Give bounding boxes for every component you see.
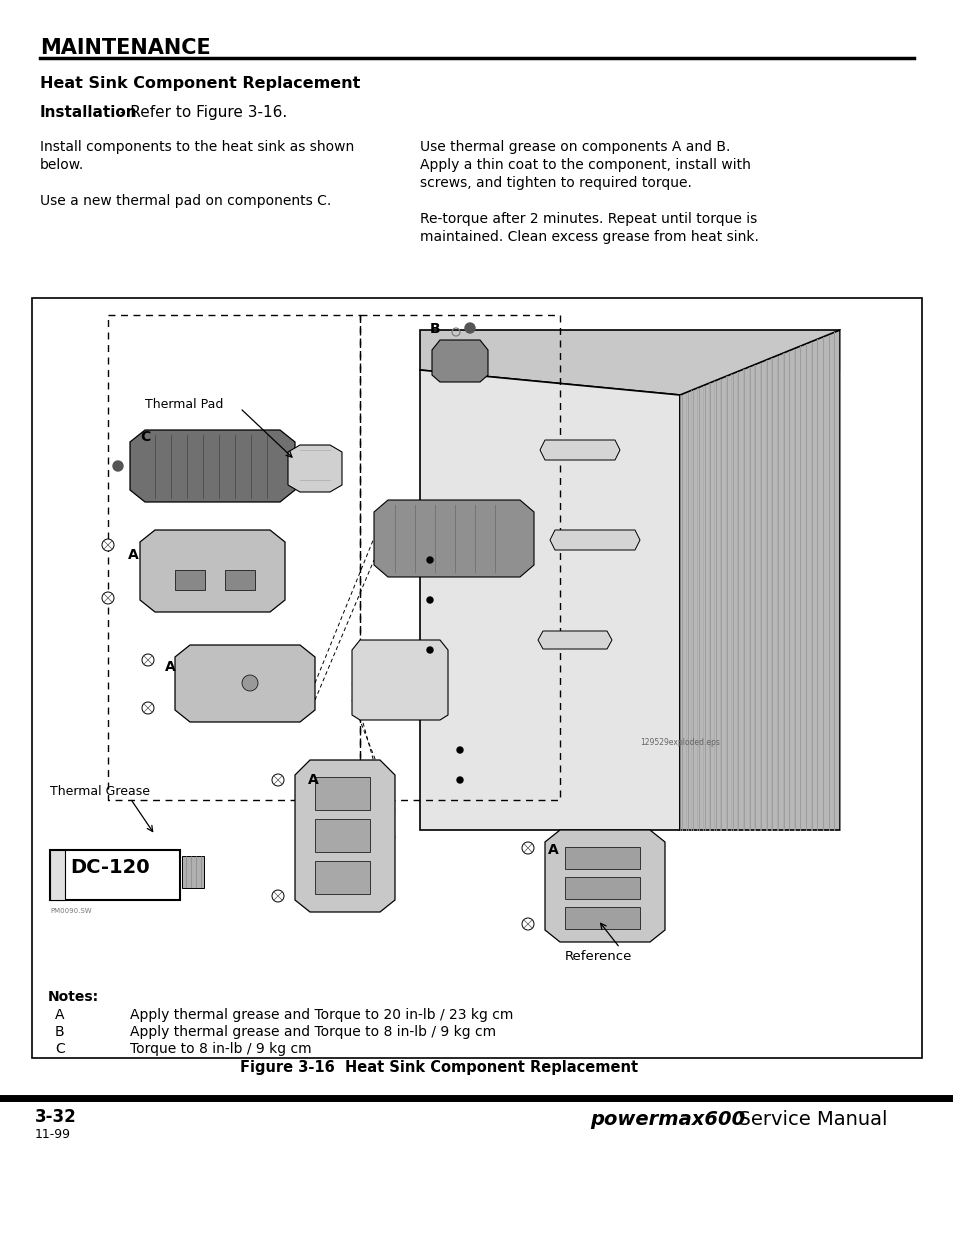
Polygon shape bbox=[174, 645, 314, 722]
Circle shape bbox=[142, 701, 153, 714]
Text: C: C bbox=[55, 1042, 65, 1056]
Circle shape bbox=[427, 647, 433, 653]
Circle shape bbox=[427, 597, 433, 603]
Bar bbox=[225, 571, 254, 590]
Polygon shape bbox=[294, 760, 395, 911]
Polygon shape bbox=[539, 440, 619, 459]
Circle shape bbox=[112, 461, 123, 471]
Circle shape bbox=[272, 890, 284, 902]
Bar bbox=[32, 298, 921, 1058]
Text: B: B bbox=[430, 322, 440, 336]
Text: Apply thermal grease and Torque to 20 in-lb / 23 kg cm: Apply thermal grease and Torque to 20 in… bbox=[130, 1008, 513, 1023]
Text: A: A bbox=[165, 659, 175, 674]
Text: A: A bbox=[308, 773, 318, 787]
Text: 11-99: 11-99 bbox=[35, 1128, 71, 1141]
Bar bbox=[314, 777, 370, 810]
Text: Install components to the heat sink as shown: Install components to the heat sink as s… bbox=[40, 140, 354, 154]
Polygon shape bbox=[550, 530, 639, 550]
Text: PM0090.SW: PM0090.SW bbox=[50, 908, 91, 914]
Text: B: B bbox=[55, 1025, 65, 1039]
Circle shape bbox=[464, 324, 475, 333]
Text: 129529exploded.eps: 129529exploded.eps bbox=[639, 739, 720, 747]
Text: DC-120: DC-120 bbox=[70, 858, 150, 877]
Polygon shape bbox=[352, 640, 448, 720]
Text: A: A bbox=[547, 844, 558, 857]
Text: Thermal Grease: Thermal Grease bbox=[50, 785, 150, 798]
Polygon shape bbox=[288, 445, 341, 492]
Circle shape bbox=[456, 747, 462, 753]
Text: Installation: Installation bbox=[40, 105, 137, 120]
Circle shape bbox=[242, 676, 257, 692]
Text: below.: below. bbox=[40, 158, 84, 172]
Polygon shape bbox=[374, 500, 534, 577]
Text: screws, and tighten to required torque.: screws, and tighten to required torque. bbox=[419, 177, 691, 190]
Text: 3-32: 3-32 bbox=[35, 1108, 76, 1126]
Text: Notes:: Notes: bbox=[48, 990, 99, 1004]
Circle shape bbox=[456, 777, 462, 783]
Polygon shape bbox=[432, 340, 488, 382]
Circle shape bbox=[102, 592, 113, 604]
Polygon shape bbox=[544, 830, 664, 942]
Text: Reference: Reference bbox=[564, 950, 632, 963]
Circle shape bbox=[102, 538, 113, 551]
Polygon shape bbox=[419, 370, 679, 830]
Circle shape bbox=[521, 842, 534, 853]
Bar bbox=[50, 850, 180, 900]
Bar bbox=[564, 847, 639, 869]
Polygon shape bbox=[130, 430, 294, 501]
Text: A: A bbox=[55, 1008, 65, 1023]
Circle shape bbox=[427, 557, 433, 563]
Text: - Refer to Figure 3-16.: - Refer to Figure 3-16. bbox=[115, 105, 287, 120]
Text: A: A bbox=[128, 548, 138, 562]
Circle shape bbox=[272, 774, 284, 785]
Text: maintained. Clean excess grease from heat sink.: maintained. Clean excess grease from hea… bbox=[419, 230, 758, 245]
Polygon shape bbox=[419, 330, 840, 395]
Text: powermax600: powermax600 bbox=[589, 1110, 744, 1129]
Text: Service Manual: Service Manual bbox=[725, 1110, 886, 1129]
Text: MAINTENANCE: MAINTENANCE bbox=[40, 38, 211, 58]
Polygon shape bbox=[140, 530, 285, 613]
Text: Thermal Pad: Thermal Pad bbox=[145, 398, 223, 411]
Polygon shape bbox=[679, 330, 840, 830]
Text: Use thermal grease on components A and B.: Use thermal grease on components A and B… bbox=[419, 140, 730, 154]
Bar bbox=[174, 571, 205, 590]
Circle shape bbox=[521, 918, 534, 930]
Text: Re-torque after 2 minutes. Repeat until torque is: Re-torque after 2 minutes. Repeat until … bbox=[419, 212, 757, 226]
Polygon shape bbox=[50, 850, 65, 900]
Bar bbox=[314, 861, 370, 894]
Text: Use a new thermal pad on components C.: Use a new thermal pad on components C. bbox=[40, 194, 331, 207]
Bar bbox=[182, 856, 204, 888]
Bar bbox=[564, 877, 639, 899]
Text: Figure 3-16  Heat Sink Component Replacement: Figure 3-16 Heat Sink Component Replacem… bbox=[240, 1060, 638, 1074]
Bar bbox=[564, 906, 639, 929]
Polygon shape bbox=[537, 631, 612, 650]
Text: Apply thermal grease and Torque to 8 in-lb / 9 kg cm: Apply thermal grease and Torque to 8 in-… bbox=[130, 1025, 496, 1039]
Text: Heat Sink Component Replacement: Heat Sink Component Replacement bbox=[40, 77, 360, 91]
Circle shape bbox=[142, 655, 153, 666]
Text: C: C bbox=[140, 430, 150, 445]
Bar bbox=[314, 819, 370, 852]
Text: Torque to 8 in-lb / 9 kg cm: Torque to 8 in-lb / 9 kg cm bbox=[130, 1042, 312, 1056]
Text: Apply a thin coat to the component, install with: Apply a thin coat to the component, inst… bbox=[419, 158, 750, 172]
